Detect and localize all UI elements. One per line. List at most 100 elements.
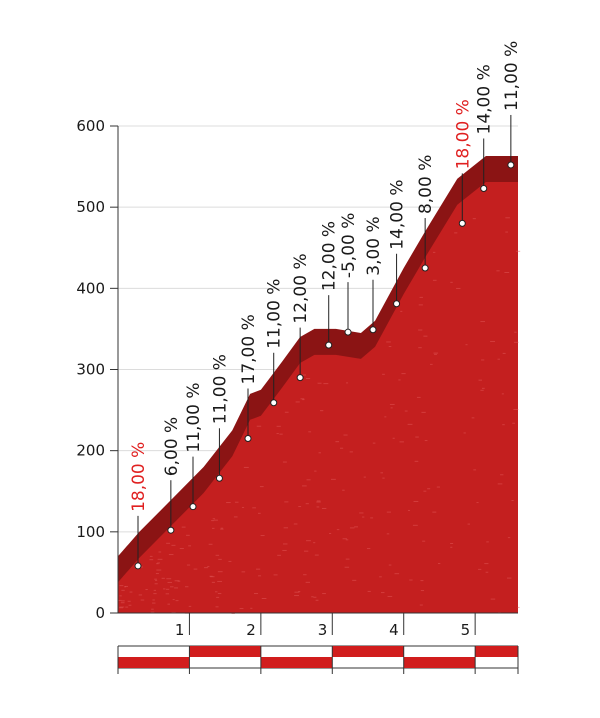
texture-speck [241,506,245,508]
texture-speck [283,543,288,545]
texture-speck [352,579,357,581]
texture-speck [500,474,504,476]
texture-speck [303,550,309,552]
texture-speck [250,607,253,609]
gradient-marker [507,161,515,169]
texture-speck [208,543,213,545]
texture-speck [153,593,157,595]
y-tick-label: 100 [76,523,105,541]
texture-speck [409,579,413,581]
texture-speck [418,347,422,349]
texture-speck [184,586,189,588]
texture-speck [316,500,321,502]
texture-speck [416,396,421,398]
texture-speck [163,588,166,590]
texture-speck [259,486,264,488]
texture-speck [335,441,340,443]
texture-speck [501,393,504,395]
texture-speck [276,433,279,435]
texture-speck [418,329,423,331]
texture-speck [507,537,511,539]
texture-speck [317,382,322,384]
texture-speck [215,606,219,608]
texture-speck [119,607,124,609]
texture-speck [415,436,419,438]
texture-speck [434,353,437,355]
texture-speck [171,611,176,613]
texture-speck [167,581,173,583]
axes: 0 100 200 300 400 500 600 1 2 3 4 5 [76,117,518,639]
texture-speck [484,563,489,565]
gradient-marker [369,326,377,334]
texture-speck [234,501,239,503]
y-tick-label: 0 [95,604,105,622]
texture-speck [193,568,198,570]
texture-speck [346,382,349,384]
texture-speck [316,501,321,503]
texture-speck [422,540,426,542]
texture-speck [316,506,320,508]
x-tick-label: 3 [318,621,328,639]
texture-speck [298,591,301,593]
texture-speck [345,558,350,560]
texture-speck [158,551,162,553]
texture-speck [300,398,305,400]
km-segment [189,646,261,657]
texture-speck [306,479,311,481]
texture-speck [502,352,506,354]
gradient-label: 11,00 % [210,354,230,424]
texture-speck [161,577,165,579]
texture-speck [436,486,440,488]
texture-speck [367,590,371,592]
texture-speck [258,575,262,577]
texture-speck [513,341,519,343]
gradient-marker [344,328,352,336]
texture-speck [257,512,261,514]
texture-speck [419,296,423,298]
texture-speck [216,596,220,598]
texture-speck [345,539,349,541]
gradient-label: 18,00 % [453,99,473,169]
texture-speck [119,606,125,608]
texture-speck [418,304,423,306]
texture-speck [314,470,317,472]
texture-speck [284,501,289,503]
texture-speck [480,321,485,323]
texture-speck [120,602,125,604]
gradient-label: 11,00 % [502,41,522,111]
texture-speck [282,549,287,551]
texture-speck [407,509,411,511]
texture-speck [329,533,332,535]
texture-speck [273,574,278,576]
gradient-label: 18,00 % [129,442,149,512]
gradient-marker [134,562,142,570]
texture-speck [140,599,145,601]
texture-speck [277,554,281,556]
texture-speck [349,451,353,453]
texture-speck [485,571,489,573]
texture-speck [283,527,289,529]
texture-speck [215,554,220,556]
texture-speck [490,598,496,600]
texture-speck [186,564,191,566]
profile-layer [118,156,521,614]
texture-speck [421,411,426,413]
texture-speck [294,595,300,597]
texture-speck [515,250,521,252]
texture-speck [152,599,155,601]
texture-speck [204,567,209,569]
texture-speck [504,272,510,274]
texture-speck [481,387,485,389]
texture-speck [512,422,515,424]
texture-speck [323,383,329,385]
texture-speck [118,599,122,601]
texture-speck [420,580,424,582]
texture-speck [138,594,143,596]
texture-speck [514,331,517,333]
gradient-label: 14,00 % [475,64,495,134]
texture-speck [186,534,190,536]
gradient-label: 3,00 % [364,216,384,275]
texture-speck [121,589,125,591]
texture-speck [318,452,321,454]
